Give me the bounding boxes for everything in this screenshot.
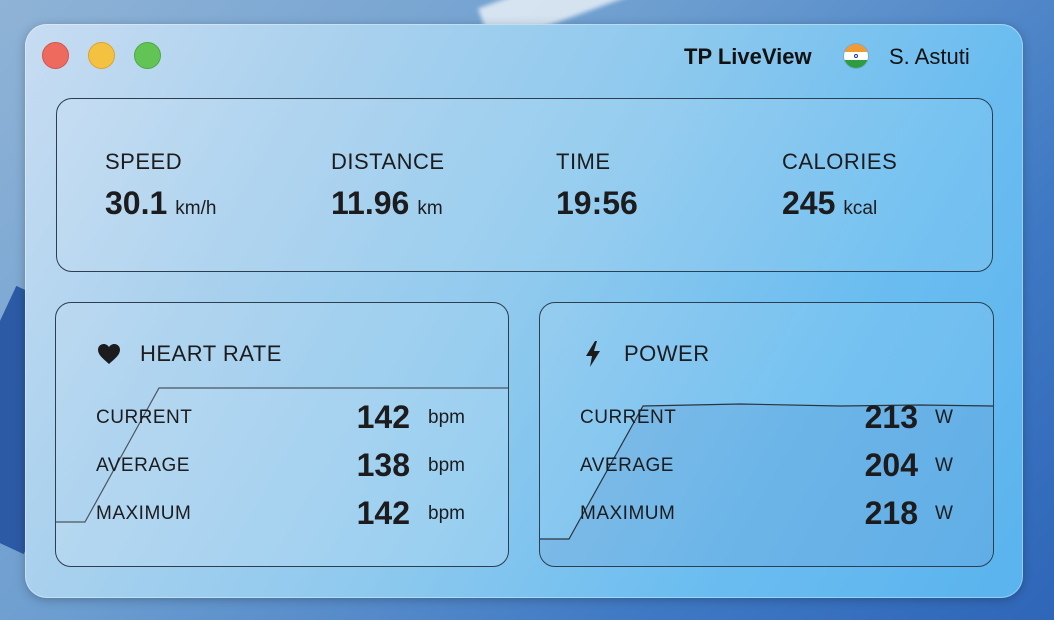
heart-rate-maximum-value: 142 — [356, 495, 410, 531]
heart-rate-current-value: 142 — [356, 399, 410, 435]
power-current-value: 213 — [864, 399, 918, 435]
power-average-label: AVERAGE — [580, 455, 674, 476]
time-value: 19:56 — [556, 185, 638, 221]
heart-icon — [96, 341, 122, 367]
app-window: TP LiveView S. Astuti SPEED 30.1 km/h DIS… — [25, 24, 1023, 598]
power-maximum-value: 218 — [864, 495, 918, 531]
heart-rate-panel: HEART RATE CURRENT 142 bpm AVERAGE 138 b… — [55, 302, 509, 567]
heart-rate-current-label: CURRENT — [96, 407, 193, 428]
power-current-unit: W — [935, 407, 953, 428]
speed-value: 30.1 — [105, 185, 168, 221]
power-average-value: 204 — [864, 447, 918, 483]
heart-rate-header: HEART RATE — [96, 341, 282, 367]
power-header: POWER — [580, 341, 710, 367]
lightning-bolt-icon — [580, 341, 606, 367]
summary-panel: SPEED 30.1 km/h DISTANCE 11.96 km TIME 19:… — [56, 98, 993, 272]
app-title: TP LiveView — [684, 44, 812, 69]
time-stat: TIME 19:56 — [556, 149, 638, 222]
time-label: TIME — [556, 149, 611, 174]
distance-value: 11.96 — [331, 185, 410, 221]
calories-unit: kcal — [843, 198, 878, 219]
heart-rate-maximum-label: MAXIMUM — [96, 503, 192, 524]
power-maximum-unit: W — [935, 503, 953, 524]
power-trend-line — [540, 403, 993, 566]
calories-stat: CALORIES 245 kcal — [782, 149, 897, 222]
heart-rate-average-value: 138 — [356, 447, 410, 483]
distance-stat: DISTANCE 11.96 km — [331, 149, 445, 222]
heart-rate-trend-line — [56, 387, 508, 566]
maximize-button[interactable] — [134, 42, 161, 69]
speed-label: SPEED — [105, 149, 183, 174]
power-title: POWER — [624, 341, 710, 366]
india-flag-icon — [844, 44, 868, 68]
heart-rate-average-unit: bpm — [428, 455, 465, 476]
heart-rate-maximum-unit: bpm — [428, 503, 465, 524]
calories-label: CALORIES — [782, 149, 898, 174]
speed-unit: km/h — [175, 198, 217, 219]
power-maximum-label: MAXIMUM — [580, 503, 676, 524]
heart-rate-current-unit: bpm — [428, 407, 465, 428]
distance-unit: km — [417, 198, 443, 219]
power-panel: POWER CURRENT 213 W AVERAGE 204 W MAXIMU… — [539, 302, 994, 567]
calories-value: 245 — [782, 185, 836, 221]
power-average-unit: W — [935, 455, 953, 476]
heart-rate-title: HEART RATE — [140, 341, 282, 366]
heart-rate-average-label: AVERAGE — [96, 455, 190, 476]
close-button[interactable] — [42, 42, 69, 69]
minimize-button[interactable] — [88, 42, 115, 69]
user-name: S. Astuti — [889, 44, 970, 69]
speed-stat: SPEED 30.1 km/h — [105, 149, 216, 222]
power-current-label: CURRENT — [580, 407, 677, 428]
distance-label: DISTANCE — [331, 149, 445, 174]
